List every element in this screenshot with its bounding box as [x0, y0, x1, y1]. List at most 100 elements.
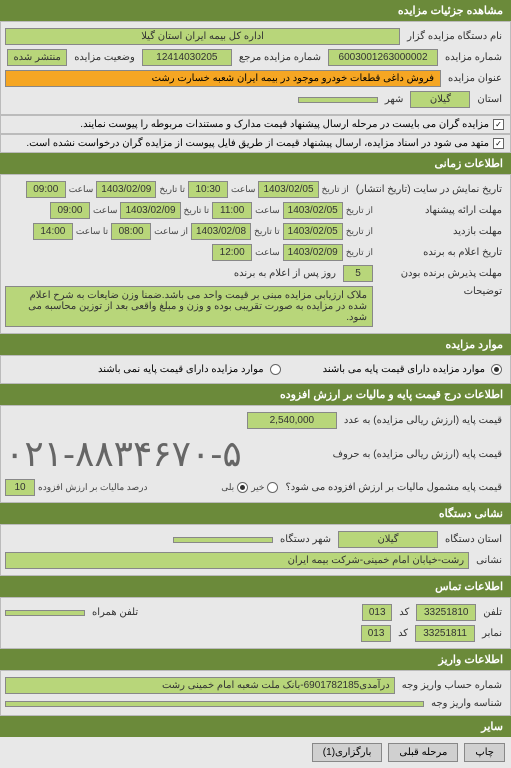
radio-vat-yes[interactable] [237, 482, 248, 493]
org-value: اداره کل بیمه ایران استان گیلا [5, 28, 400, 45]
section-pricing: اطلاعات درج قیمت پایه و مالیات بر ارزش ا… [0, 384, 511, 405]
vat-pct: 10 [5, 479, 35, 496]
accept-label: مهلت پذیرش برنده بودن [376, 268, 506, 279]
from-3: از تاریخ [346, 226, 373, 237]
fax-val: 33251811 [415, 625, 475, 642]
panel-contact: تلفن 33251810 کد 013 تلفن همراه نمابر 33… [0, 597, 511, 649]
r1-from-d: 1403/02/05 [258, 181, 318, 198]
hour-2b: ساعت [93, 205, 118, 216]
r1-to-h: 09:00 [26, 181, 66, 198]
r1-to-d: 1403/02/09 [96, 181, 156, 198]
dev-city-label: شهر دستگاه [276, 534, 335, 545]
section-other: سایر [0, 716, 511, 737]
panel-top: نام دستگاه مزایده گزار اداره کل بیمه ایر… [0, 21, 511, 115]
acct-num-label: شماره حساب واریز وجه [398, 680, 506, 691]
code2-val: 013 [361, 625, 391, 642]
base-label: قیمت پایه (ارزش ریالی مزایده) به عدد [340, 415, 506, 426]
r2-to-h: 09:00 [50, 202, 90, 219]
to-1: تا تاریخ [159, 184, 185, 195]
r2-from-h: 11:00 [212, 202, 252, 219]
bid-label: مهلت ارائه پیشنهاد [376, 205, 506, 216]
status-value: منتشر شده [7, 49, 67, 66]
dev-prov: گیلان [338, 531, 438, 548]
phone-val: 33251810 [416, 604, 476, 621]
ref-label: شماره مزایده مرجع [235, 52, 325, 63]
footer: چاپ مرحله قبلی بارگزاری(1) [0, 737, 511, 768]
auction-num-value: 6003001263000002 [328, 49, 438, 66]
acct-id [5, 701, 424, 707]
accept-days: 5 [343, 265, 373, 282]
visit-label: مهلت بازدید [376, 226, 506, 237]
code-val: 013 [362, 604, 392, 621]
panel-account: شماره حساب واریز وجه درآمدی6901782185-با… [0, 670, 511, 716]
yes-label: بلی [221, 482, 234, 493]
radio-no-base[interactable] [270, 364, 281, 375]
dev-city [173, 537, 273, 543]
to-3: تا تاریخ [254, 226, 280, 237]
vat-label: قیمت پایه مشمول مالیات بر ارزش افزوده می… [281, 482, 506, 493]
hour-1b: ساعت [69, 184, 94, 195]
no-label: خیر [251, 482, 264, 493]
hour-4: ساعت [255, 247, 280, 258]
notes-value: ملاک ارزیابی مزایده مبنی بر قیمت واحد می… [5, 286, 373, 327]
section-contact: اطلاعات تماس [0, 576, 511, 597]
city-value [298, 97, 378, 103]
phone-label: تلفن [479, 607, 506, 618]
title-label: عنوان مزایده [444, 73, 506, 84]
phone-watermark: ۰۲۱-۸۸۳۴۶۷۰-۵ [5, 433, 242, 475]
province-value: گیلان [410, 91, 470, 108]
code2-label: کد [394, 628, 412, 639]
r1-from-h: 10:30 [188, 181, 228, 198]
radio-has-base[interactable] [491, 364, 502, 375]
panel-device: استان دستگاه گیلان شهر دستگاه نشانی رشت-… [0, 524, 511, 576]
back-button[interactable]: مرحله قبلی [388, 743, 458, 762]
check-row-2: ✓ متهد می شود در اسناد مزایده، ارسال پیش… [0, 134, 511, 153]
check-row-1: ✓ مزایده گران می بایست در مرحله ارسال پی… [0, 115, 511, 134]
org-label: نام دستگاه مزایده گزار [403, 31, 506, 42]
section-details: مشاهده جزئیات مزایده [0, 0, 511, 21]
panel-pricing: قیمت پایه (ارزش ریالی مزایده) به عدد 2,5… [0, 405, 511, 503]
title-value: فروش داغی قطعات خودرو موجود در بیمه ایرا… [5, 70, 441, 87]
print-button[interactable]: چاپ [464, 743, 505, 762]
radio-vat-no[interactable] [267, 482, 278, 493]
city-label: شهر [381, 94, 408, 105]
hour-2: ساعت [255, 205, 280, 216]
dev-addr-label: نشانی [472, 555, 506, 566]
hour-1: ساعت [231, 184, 256, 195]
base-value: 2,540,000 [247, 412, 337, 429]
next-button[interactable]: بارگزاری(1) [312, 743, 383, 762]
mobile-label: تلفن همراه [88, 607, 142, 618]
from-4: از تاریخ [346, 247, 373, 258]
r3-from-d: 1403/02/05 [283, 223, 343, 240]
from-1: از تاریخ [322, 184, 349, 195]
r3-to-h: 14:00 [33, 223, 73, 240]
province-label: استان [473, 94, 506, 105]
acct-num: درآمدی6901782185-بانک ملت شعبه امام خمین… [5, 677, 395, 694]
acct-id-label: شناسه واریز وجه [427, 698, 506, 709]
vat-pct-label: درصد مالیات بر ارزش افزوده [38, 482, 147, 493]
mobile-val [5, 610, 85, 616]
r3-to-d: 1403/02/08 [191, 223, 251, 240]
checkbox-1[interactable]: ✓ [493, 119, 504, 130]
r4-from-d: 1403/02/09 [283, 244, 343, 261]
display-label: تاریخ نمایش در سایت (تاریخ انتشار) [352, 184, 506, 195]
check-text-1: مزایده گران می بایست در مرحله ارسال پیشن… [80, 119, 489, 130]
status-label: وضعیت مزایده [70, 52, 139, 63]
section-account: اطلاعات واریز [0, 649, 511, 670]
dev-addr: رشت-خیابان امام خمینی-شرکت بیمه ایران [5, 552, 469, 569]
r4-h: 12:00 [212, 244, 252, 261]
section-items: موارد مزایده [0, 334, 511, 355]
fromhour-3: از ساعت [154, 226, 188, 237]
checkbox-2[interactable]: ✓ [493, 138, 504, 149]
base-words-label: قیمت پایه (ارزش ریالی مزایده) به حروف [329, 449, 506, 460]
code-label: کد [395, 607, 413, 618]
panel-timing: تاریخ نمایش در سایت (تاریخ انتشار) از تا… [0, 174, 511, 334]
to-2: تا تاریخ [184, 205, 210, 216]
section-timing: اطلاعات زمانی [0, 153, 511, 174]
accept-unit: روز پس از اعلام به برنده [230, 268, 340, 279]
dev-prov-label: استان دستگاه [441, 534, 506, 545]
check-text-2: متهد می شود در اسناد مزایده، ارسال پیشنه… [26, 138, 489, 149]
auction-num-label: شماره مزایده [441, 52, 506, 63]
panel-items: موارد مزایده دارای قیمت پایه می باشند مو… [0, 355, 511, 384]
opt1: موارد مزایده دارای قیمت پایه می باشند [323, 364, 485, 375]
